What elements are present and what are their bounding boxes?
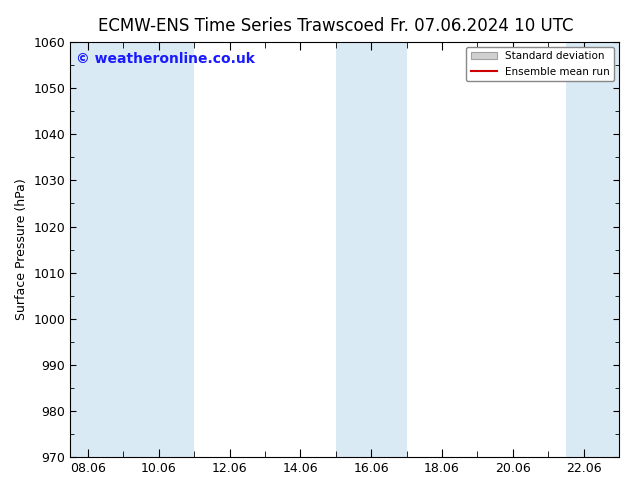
- Text: ECMW-ENS Time Series Trawscoed: ECMW-ENS Time Series Trawscoed: [98, 17, 384, 35]
- Bar: [124, 42, 194, 457]
- Text: Fr. 07.06.2024 10 UTC: Fr. 07.06.2024 10 UTC: [390, 17, 574, 35]
- Bar: [336, 42, 406, 457]
- Legend: Standard deviation, Ensemble mean run: Standard deviation, Ensemble mean run: [467, 47, 614, 81]
- Bar: [566, 42, 619, 457]
- Bar: [70, 42, 124, 457]
- Text: © weatheronline.co.uk: © weatheronline.co.uk: [76, 52, 255, 67]
- Y-axis label: Surface Pressure (hPa): Surface Pressure (hPa): [15, 179, 28, 320]
